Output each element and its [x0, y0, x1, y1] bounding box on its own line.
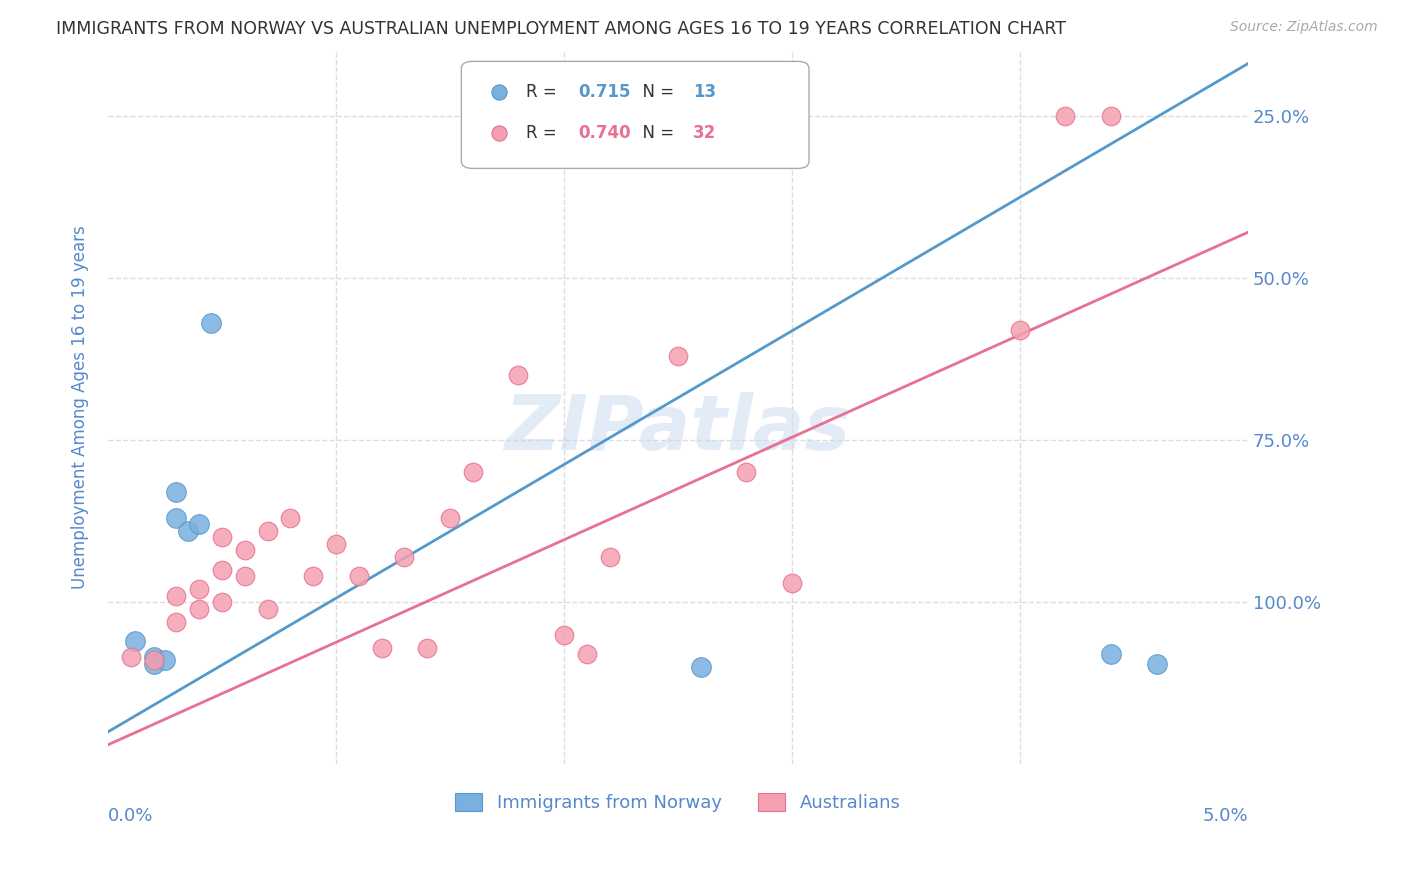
- Point: [177, 524, 200, 538]
- Point: [188, 517, 211, 532]
- Point: [1008, 323, 1031, 337]
- Point: [165, 510, 187, 524]
- Point: [165, 484, 187, 499]
- Legend: Immigrants from Norway, Australians: Immigrants from Norway, Australians: [449, 786, 908, 820]
- Point: [553, 627, 575, 641]
- Point: [1099, 109, 1122, 123]
- Point: [439, 510, 461, 524]
- Point: [280, 510, 302, 524]
- Text: IMMIGRANTS FROM NORWAY VS AUSTRALIAN UNEMPLOYMENT AMONG AGES 16 TO 19 YEARS CORR: IMMIGRANTS FROM NORWAY VS AUSTRALIAN UNE…: [56, 20, 1066, 37]
- Point: [1099, 647, 1122, 661]
- Point: [325, 537, 347, 551]
- Text: 13: 13: [693, 83, 716, 101]
- Text: ZIPatlas: ZIPatlas: [505, 392, 851, 466]
- Point: [302, 569, 325, 583]
- Point: [142, 653, 165, 667]
- Text: N =: N =: [633, 83, 679, 101]
- Point: [233, 569, 256, 583]
- Point: [575, 647, 598, 661]
- Text: 5.0%: 5.0%: [1202, 807, 1249, 825]
- Point: [120, 650, 142, 665]
- Point: [780, 575, 803, 590]
- Text: R =: R =: [526, 124, 562, 142]
- Point: [233, 543, 256, 558]
- Point: [256, 601, 278, 615]
- Point: [508, 368, 530, 382]
- Point: [124, 634, 146, 648]
- Point: [153, 653, 176, 667]
- Point: [188, 601, 211, 615]
- Point: [165, 615, 187, 629]
- Point: [370, 640, 392, 655]
- Point: [211, 530, 233, 544]
- Point: [211, 563, 233, 577]
- Text: 0.740: 0.740: [579, 124, 631, 142]
- Text: 0.0%: 0.0%: [108, 807, 153, 825]
- Point: [599, 109, 621, 123]
- Point: [735, 466, 758, 480]
- FancyBboxPatch shape: [461, 62, 808, 169]
- Text: N =: N =: [633, 124, 679, 142]
- Point: [1054, 109, 1077, 123]
- Point: [599, 549, 621, 564]
- Point: [142, 650, 165, 665]
- Point: [188, 582, 211, 596]
- Point: [256, 524, 278, 538]
- Text: Source: ZipAtlas.com: Source: ZipAtlas.com: [1230, 20, 1378, 34]
- Point: [165, 589, 187, 603]
- Point: [689, 660, 711, 674]
- Text: 32: 32: [693, 124, 716, 142]
- Point: [142, 657, 165, 671]
- Point: [394, 549, 416, 564]
- Point: [666, 349, 689, 363]
- Point: [1146, 657, 1168, 671]
- Point: [416, 640, 439, 655]
- Point: [200, 316, 222, 330]
- Point: [461, 466, 484, 480]
- Point: [211, 595, 233, 609]
- Point: [347, 569, 370, 583]
- Y-axis label: Unemployment Among Ages 16 to 19 years: Unemployment Among Ages 16 to 19 years: [72, 226, 89, 590]
- Text: 0.715: 0.715: [579, 83, 631, 101]
- Text: R =: R =: [526, 83, 562, 101]
